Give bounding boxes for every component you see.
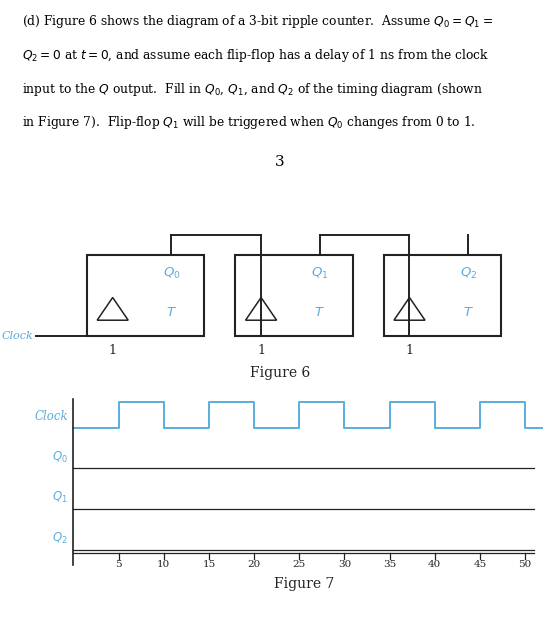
Text: 3: 3 — [275, 155, 285, 169]
Text: 15: 15 — [202, 560, 216, 569]
Text: 45: 45 — [473, 560, 487, 569]
Text: 25: 25 — [293, 560, 306, 569]
Text: 40: 40 — [428, 560, 441, 569]
Text: $Q_1$: $Q_1$ — [52, 490, 68, 505]
Text: $Q_2$: $Q_2$ — [460, 266, 477, 281]
Text: $Q_2$: $Q_2$ — [52, 531, 68, 546]
Text: Clock: Clock — [2, 331, 34, 341]
Text: 1: 1 — [109, 344, 116, 357]
Text: 35: 35 — [383, 560, 396, 569]
Text: Figure 7: Figure 7 — [274, 577, 334, 591]
Text: 5: 5 — [115, 560, 122, 569]
Text: $Q_1$: $Q_1$ — [311, 266, 329, 281]
Text: $T$: $T$ — [314, 306, 325, 319]
Bar — [235, 255, 353, 336]
Text: 50: 50 — [519, 560, 532, 569]
Text: in Figure 7).  Flip-flop $Q_1$ will be triggered when $Q_0$ changes from 0 to 1.: in Figure 7). Flip-flop $Q_1$ will be tr… — [22, 114, 476, 131]
Bar — [87, 255, 204, 336]
Text: Clock: Clock — [34, 410, 68, 422]
Text: 1: 1 — [257, 344, 265, 357]
Text: 10: 10 — [157, 560, 170, 569]
Text: (d) Figure 6 shows the diagram of a 3-bit ripple counter.  Assume $Q_0 = Q_1 =$: (d) Figure 6 shows the diagram of a 3-bi… — [22, 13, 493, 30]
Text: 30: 30 — [338, 560, 351, 569]
Bar — [384, 255, 501, 336]
Text: $T$: $T$ — [463, 306, 474, 319]
Text: $T$: $T$ — [166, 306, 177, 319]
Text: 1: 1 — [405, 344, 413, 357]
Text: input to the $Q$ output.  Fill in $Q_0$, $Q_1$, and $Q_2$ of the timing diagram : input to the $Q$ output. Fill in $Q_0$, … — [22, 81, 483, 98]
Text: Figure 6: Figure 6 — [250, 366, 310, 380]
Text: 20: 20 — [248, 560, 261, 569]
Text: $Q_0$: $Q_0$ — [52, 449, 68, 464]
Text: $Q_2 = 0$ at $t = 0$, and assume each flip-flop has a delay of 1 ns from the clo: $Q_2 = 0$ at $t = 0$, and assume each fl… — [22, 47, 489, 64]
Text: $Q_0$: $Q_0$ — [162, 266, 180, 281]
